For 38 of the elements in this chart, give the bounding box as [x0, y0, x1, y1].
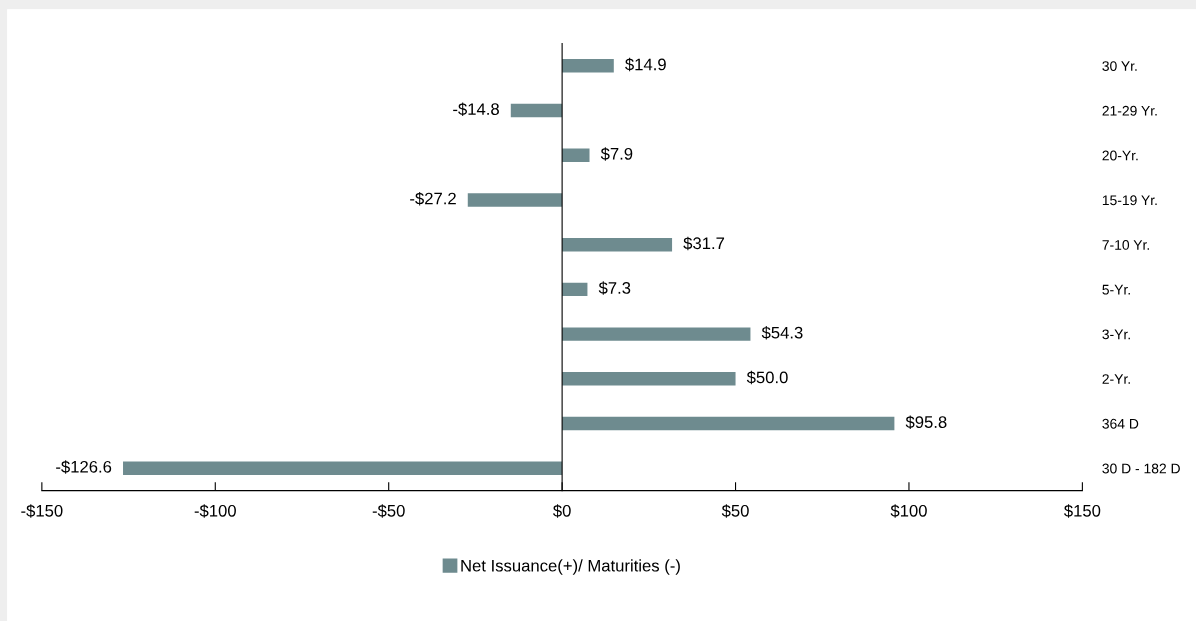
bar: [562, 416, 895, 431]
bar: [510, 103, 563, 118]
y-tick-label: 5-Yr.: [1102, 284, 1130, 295]
y-tick-label: 30 Yr.: [1102, 61, 1137, 71]
data-label: $7.3: [598, 281, 631, 295]
y-tick-label: 30 D - 182 D: [1102, 463, 1180, 474]
data-label: -$126.6: [56, 460, 112, 474]
x-tick-label: $50: [721, 504, 749, 518]
y-tick-label: 15-19 Yr.: [1102, 195, 1157, 206]
data-label: $54.3: [761, 326, 803, 340]
y-tick-label: 21-29 Yr.: [1102, 105, 1157, 116]
legend-label: Net Issuance(+)/ Maturities (-): [461, 559, 680, 575]
y-tick-label: 364 D: [1102, 418, 1139, 429]
y-tick-label: 7-10 Yr.: [1102, 240, 1149, 250]
data-label: $14.9: [625, 57, 666, 72]
data-label: -$27.2: [410, 191, 456, 206]
data-label: $95.8: [905, 415, 947, 429]
x-tick-label: $0: [553, 504, 571, 518]
data-label: $31.7: [683, 236, 725, 251]
x-tick-label: -$50: [372, 504, 405, 518]
bar: [562, 282, 588, 297]
data-label: $7.9: [600, 147, 633, 161]
bar: [562, 327, 751, 341]
data-label: $50.0: [746, 370, 788, 385]
bar: [562, 59, 614, 73]
bar: [562, 148, 590, 162]
x-tick-label: -$150: [21, 504, 63, 518]
bar: [562, 372, 736, 386]
data-label: -$14.8: [453, 102, 499, 116]
bar: [562, 237, 673, 252]
y-tick-label: 2-Yr.: [1102, 374, 1130, 384]
x-tick-label: $150: [1064, 504, 1101, 518]
y-tick-label: 3-Yr.: [1102, 329, 1130, 340]
bar: [123, 461, 563, 475]
x-tick-label: -$100: [194, 504, 236, 518]
x-tick-label: $100: [890, 504, 927, 518]
y-tick-label: 20-Yr.: [1102, 150, 1138, 161]
bar: [467, 193, 563, 207]
